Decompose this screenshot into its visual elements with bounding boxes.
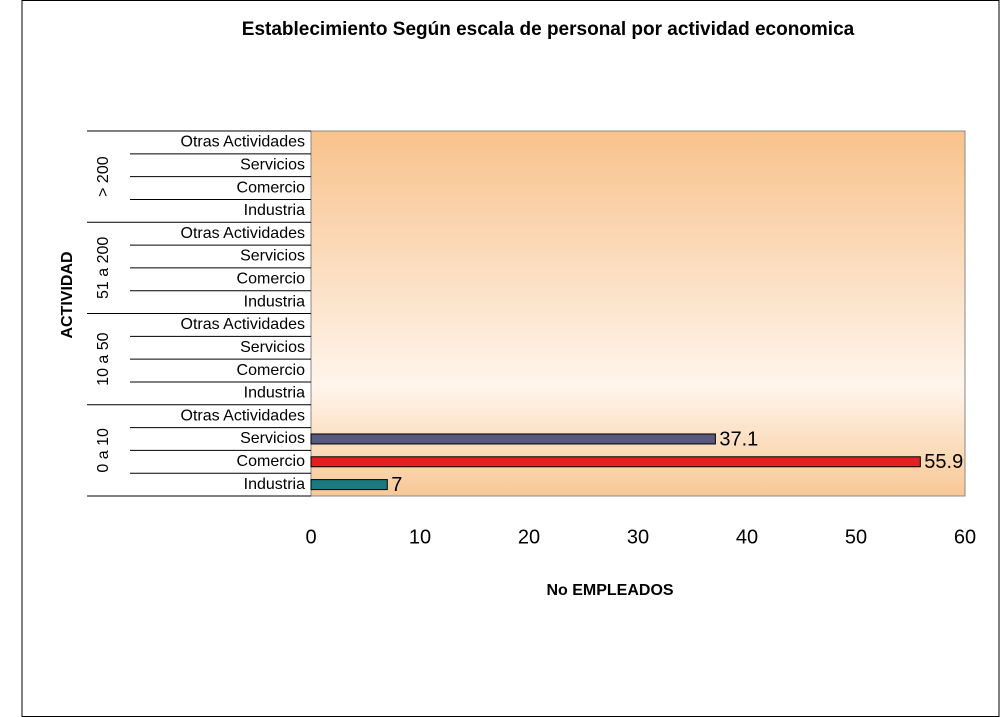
x-tick-label: 10 bbox=[409, 526, 431, 548]
data-label: 7 bbox=[391, 474, 402, 496]
category-label: Otras Actividades bbox=[181, 134, 306, 151]
x-tick-label: 40 bbox=[736, 526, 758, 548]
x-tick-label: 20 bbox=[518, 526, 540, 548]
bar bbox=[310, 479, 388, 491]
category-label: Comercio bbox=[237, 271, 306, 288]
x-tick-label: 60 bbox=[954, 526, 976, 548]
category-label: Otras Actividades bbox=[181, 225, 306, 242]
y-axis-title: ACTIVIDAD bbox=[59, 251, 76, 338]
x-tick-label: 50 bbox=[845, 526, 867, 548]
bar bbox=[310, 456, 921, 468]
category-label: Servicios bbox=[240, 248, 305, 265]
data-label: 55.9 bbox=[924, 451, 963, 473]
category-label: Servicios bbox=[240, 156, 305, 173]
group-label: 0 a 10 bbox=[95, 428, 112, 473]
category-label: Servicios bbox=[240, 430, 305, 447]
category-label: Comercio bbox=[237, 179, 306, 196]
category-label: Industria bbox=[244, 202, 305, 219]
group-label: > 200 bbox=[95, 156, 112, 197]
chart-title: Establecimiento Según escala de personal… bbox=[242, 19, 855, 40]
bar bbox=[310, 433, 716, 445]
group-label: 51 a 200 bbox=[95, 237, 112, 299]
x-axis-title: No EMPLEADOS bbox=[546, 582, 673, 599]
x-tick-label: 30 bbox=[627, 526, 649, 548]
x-tick-label: 0 bbox=[305, 526, 316, 548]
category-label: Industria bbox=[244, 293, 305, 310]
category-label: Comercio bbox=[237, 362, 306, 379]
category-label: Industria bbox=[244, 476, 305, 493]
category-label: Industria bbox=[244, 385, 305, 402]
category-label: Comercio bbox=[237, 453, 306, 470]
category-label: Otras Actividades bbox=[181, 316, 306, 333]
category-label: Otras Actividades bbox=[181, 407, 306, 424]
group-label: 10 a 50 bbox=[95, 332, 112, 385]
category-label: Servicios bbox=[240, 339, 305, 356]
data-label: 37.1 bbox=[719, 428, 758, 450]
